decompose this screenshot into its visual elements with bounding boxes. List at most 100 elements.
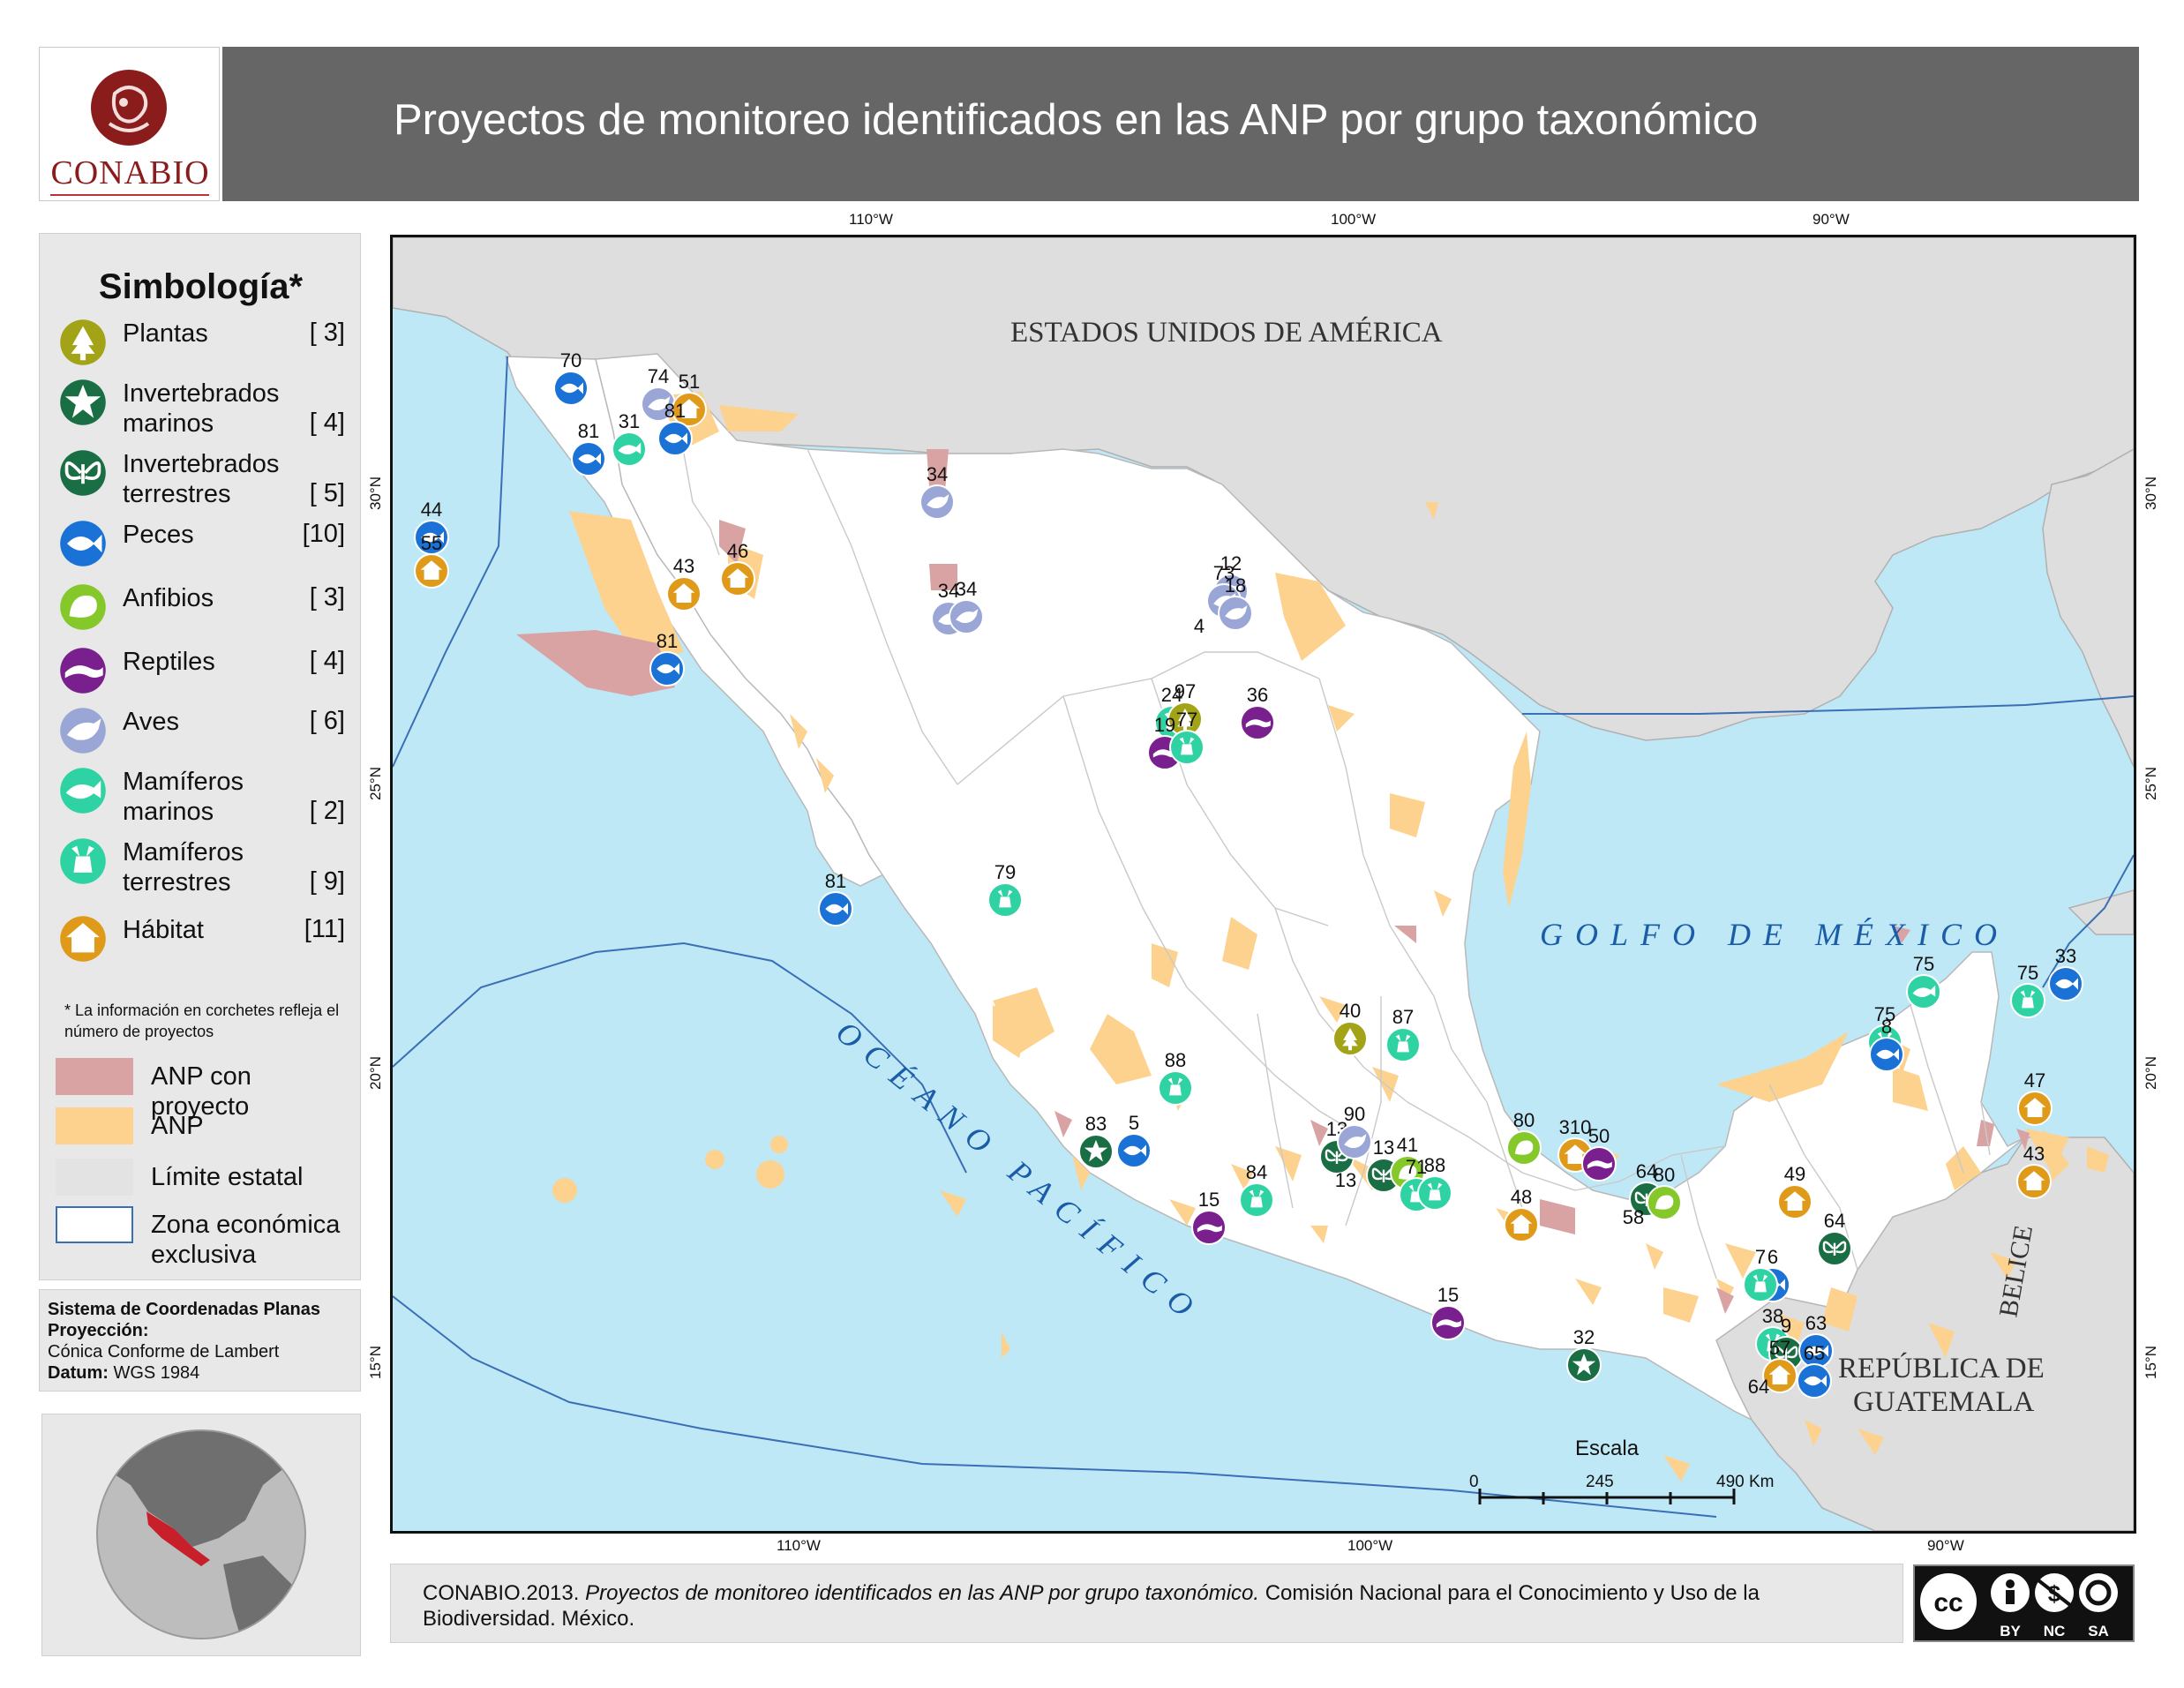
marker-number: 15 (1198, 1189, 1220, 1211)
legend-note: * La información en corchetes refleja el… (64, 1002, 340, 1040)
legend-swatch-label: Zona económica exclusiva (151, 1211, 341, 1269)
citation-title: Proyectos de monitoreo identificados en … (585, 1581, 1260, 1605)
project-marker: 87 (1385, 1006, 1421, 1062)
legend-item-label: Hábitat (123, 916, 204, 944)
deer-icon-glyph (1249, 1189, 1265, 1208)
marker-number: 80 (1513, 1109, 1535, 1131)
label-usa: ESTADOS UNIDOS DE AMÉRICA (1010, 316, 1443, 349)
butterfly-icon-glyph (1774, 1346, 1798, 1362)
fish-icon (649, 651, 685, 686)
marker-number: 31 (619, 410, 640, 432)
starfish-icon (60, 379, 106, 425)
sa-label: SA (2088, 1623, 2109, 1639)
citation-box: CONABIO.2013. Proyectos de monitoreo ide… (390, 1564, 1903, 1643)
marker-number: 75 (1874, 1003, 1895, 1025)
locator-globe-panel (41, 1414, 361, 1656)
legend-swatch-row: Zona económica exclusiva (56, 1206, 356, 1269)
datum-value: WGS 1984 (113, 1363, 200, 1383)
legend-item-count: [11] (304, 915, 345, 943)
marker-number: 6 (1767, 1246, 1778, 1268)
logo-wordmark: CONABIO (50, 154, 210, 191)
marker-number: 13 (1373, 1137, 1394, 1159)
project-marker: 88 (1417, 1154, 1452, 1211)
marker-number: 71 (1406, 1156, 1427, 1178)
reptile-icon-glyph (1197, 1224, 1222, 1233)
project-marker: 40 (1332, 1000, 1368, 1056)
grat-bottom-110w: 110°W (777, 1537, 821, 1554)
legend-item-count: [ 3] (309, 583, 345, 611)
project-marker: 58 (1623, 1206, 1644, 1228)
datum-label: Datum: (48, 1363, 109, 1383)
project-marker: 75 (1906, 953, 1941, 1009)
butterfly-icon-glyph (1822, 1241, 1847, 1257)
marker-number: 64 (1824, 1210, 1845, 1232)
label-guatemala-line1: REPÚBLICA DE (1838, 1351, 2045, 1384)
bird-icon-glyph (927, 494, 949, 509)
legend-item: Plantas [ 3] (59, 319, 350, 380)
marker-number: 83 (1085, 1113, 1107, 1135)
project-marker: 34 (949, 578, 984, 634)
fish-icon-glyph (1123, 1144, 1147, 1157)
legend-item-label: Plantas (123, 319, 208, 348)
marker-number: 49 (1784, 1163, 1805, 1185)
coord-heading: Sistema de Coordenadas Planas (48, 1300, 321, 1319)
marker-number: 19 (1154, 714, 1175, 736)
project-marker: 70 (553, 349, 589, 406)
scale-bar: Escala 0 245 490 Km (1469, 1437, 1774, 1504)
project-marker: 51 (672, 371, 707, 427)
project-marker: 50 (1581, 1125, 1617, 1182)
marker-number: 75 (1913, 953, 1934, 975)
marker-number: 43 (673, 555, 694, 577)
marker-number: 50 (1588, 1125, 1610, 1147)
deer-icon-glyph (997, 889, 1013, 908)
starfish-icon-glyph (1084, 1139, 1108, 1162)
citation-prefix: CONABIO.2013. (423, 1581, 586, 1605)
project-marker: 75 (2010, 962, 2045, 1018)
house-icon (60, 916, 106, 962)
creative-commons-badge[interactable]: cc $ BY NC SA (1913, 1564, 2135, 1642)
grat-bottom-90w: 90°W (1927, 1537, 1964, 1554)
legend-swatch-row: ANP con proyecto (56, 1058, 356, 1121)
project-marker: 31 (612, 410, 647, 467)
project-marker: 64 (1748, 1376, 1769, 1398)
map-frame[interactable]: ESTADOS UNIDOS DE AMÉRICA GOLFO DE MÉXIC… (390, 235, 2136, 1534)
marker-number: 51 (679, 371, 700, 393)
project-marker: 7 (1743, 1246, 1778, 1302)
legend-item-count: [ 3] (309, 319, 345, 347)
fish-icon-glyph (578, 453, 602, 465)
legend-title: Simbología* (98, 267, 304, 306)
mexico-map[interactable]: ESTADOS UNIDOS DE AMÉRICA GOLFO DE MÉXIC… (393, 237, 2134, 1531)
florida (2042, 448, 2134, 768)
marker-number: 43 (2023, 1143, 2045, 1165)
fish-icon (60, 521, 106, 566)
marker-number: 33 (2055, 945, 2076, 967)
conabio-emblem-icon (91, 70, 167, 146)
deer-icon-glyph (1427, 1182, 1443, 1201)
usa-landmass (393, 237, 2134, 741)
whale-icon-glyph (618, 442, 642, 454)
marker-number: 9 (1781, 1315, 1791, 1337)
marker-number: 8 (1881, 1016, 1892, 1038)
project-marker: 79 (987, 861, 1023, 918)
grat-right-30n: 30°N (2143, 476, 2159, 510)
locator-globe (96, 1429, 306, 1639)
conabio-logo: CONABIO (39, 47, 220, 201)
legend-item-count: [ 9] (309, 867, 345, 896)
project-marker: 84 (1239, 1161, 1274, 1218)
project-marker: 48 (1504, 1186, 1539, 1242)
marker-number: 81 (664, 400, 686, 422)
legend-swatch-row: Límite estatal (56, 1159, 356, 1203)
marker-number: 87 (1392, 1006, 1414, 1028)
fish-icon-glyph (1805, 1345, 1829, 1357)
legend-item: Invertebrados terrestres [ 5] (59, 449, 350, 511)
legend-item: Anfibios [ 3] (59, 583, 350, 645)
scale-tick-0: 0 (1469, 1473, 1479, 1491)
grat-left-30n: 30°N (367, 476, 384, 510)
project-marker: 90 (1337, 1103, 1372, 1159)
marker-number: 58 (1623, 1206, 1644, 1228)
marker-number: 18 (1225, 574, 1246, 596)
project-marker: 43 (666, 555, 702, 611)
house-icon-glyph (1783, 1191, 1806, 1212)
house-icon-glyph (1510, 1214, 1533, 1234)
legend-item: Hábitat [11] (59, 915, 350, 977)
